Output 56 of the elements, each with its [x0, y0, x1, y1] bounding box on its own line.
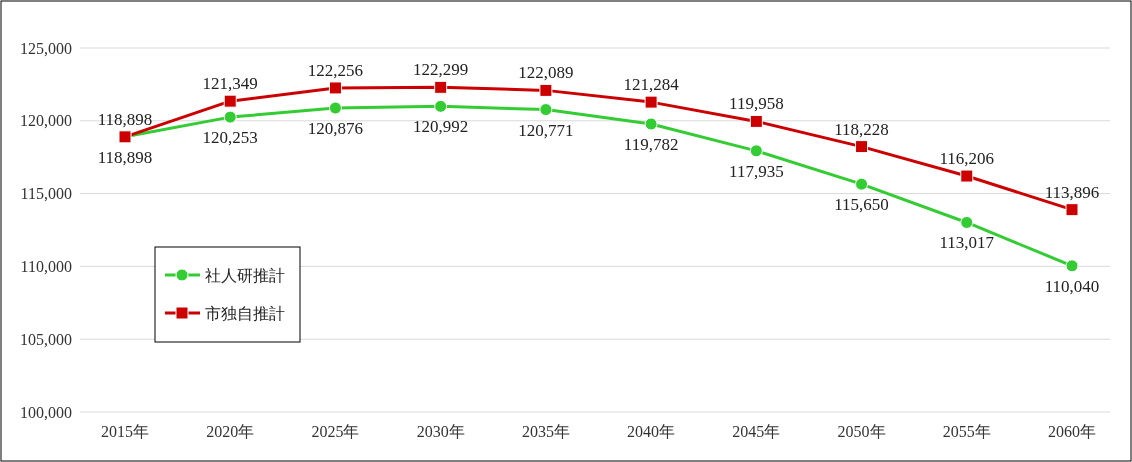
point [328, 101, 342, 115]
y-tick-label: 100,000 [20, 403, 72, 421]
x-tick-label: 2025年 [311, 423, 360, 440]
data-label: 121,284 [623, 75, 680, 95]
point [1065, 259, 1079, 273]
data-label: 118,898 [97, 109, 153, 129]
x-tick-label: 2020年 [206, 423, 255, 440]
data-label: 119,782 [623, 134, 679, 154]
point [644, 95, 658, 109]
data-label: 120,771 [518, 120, 574, 140]
y-tick-label: 120,000 [20, 112, 72, 130]
point [960, 215, 974, 229]
point [223, 94, 237, 108]
data-label: 122,089 [518, 63, 574, 83]
point [855, 140, 869, 154]
point [223, 110, 237, 124]
data-label: 122,256 [307, 60, 364, 80]
point [434, 80, 448, 94]
x-tick-label: 2060年 [1048, 423, 1096, 440]
data-label: 120,876 [307, 119, 364, 139]
data-label: 122,299 [413, 60, 469, 80]
point [749, 144, 763, 158]
point [960, 169, 974, 183]
data-label: 113,017 [939, 233, 995, 253]
x-tick-label: 2045年 [732, 423, 781, 440]
x-tick-label: 2040年 [627, 423, 676, 440]
data-label: 116,206 [939, 149, 995, 169]
legend-label: 社人研推計 [205, 265, 285, 285]
data-label: 115,650 [834, 195, 889, 215]
x-tick-label: 2055年 [942, 423, 991, 440]
x-tick-label: 2015年 [101, 423, 149, 440]
data-label: 119,958 [729, 94, 784, 114]
point [855, 177, 869, 191]
point [539, 83, 553, 97]
data-label: 117,935 [729, 161, 784, 181]
data-label: 120,992 [413, 117, 469, 137]
y-tick-label: 110,000 [20, 258, 72, 275]
y-tick-label: 105,000 [20, 330, 72, 348]
point [328, 81, 342, 95]
data-label: 118,898 [97, 147, 153, 167]
x-tick-label: 2050年 [837, 423, 886, 440]
y-tick-label: 115,000 [20, 185, 72, 203]
x-tick-label: 2030年 [416, 423, 465, 440]
data-label: 110,040 [1044, 276, 1100, 296]
data-label: 120,253 [202, 128, 258, 148]
point [1065, 203, 1079, 217]
point [539, 103, 553, 117]
legend-label: 市独自推計 [205, 303, 285, 323]
x-tick-label: 2035年 [521, 423, 570, 440]
point [749, 114, 763, 128]
data-label: 113,896 [1044, 182, 1100, 202]
y-tick-label: 125,000 [20, 39, 72, 57]
point [644, 117, 658, 131]
point [434, 99, 448, 113]
data-label: 121,349 [202, 74, 258, 94]
data-label: 118,228 [834, 119, 889, 139]
